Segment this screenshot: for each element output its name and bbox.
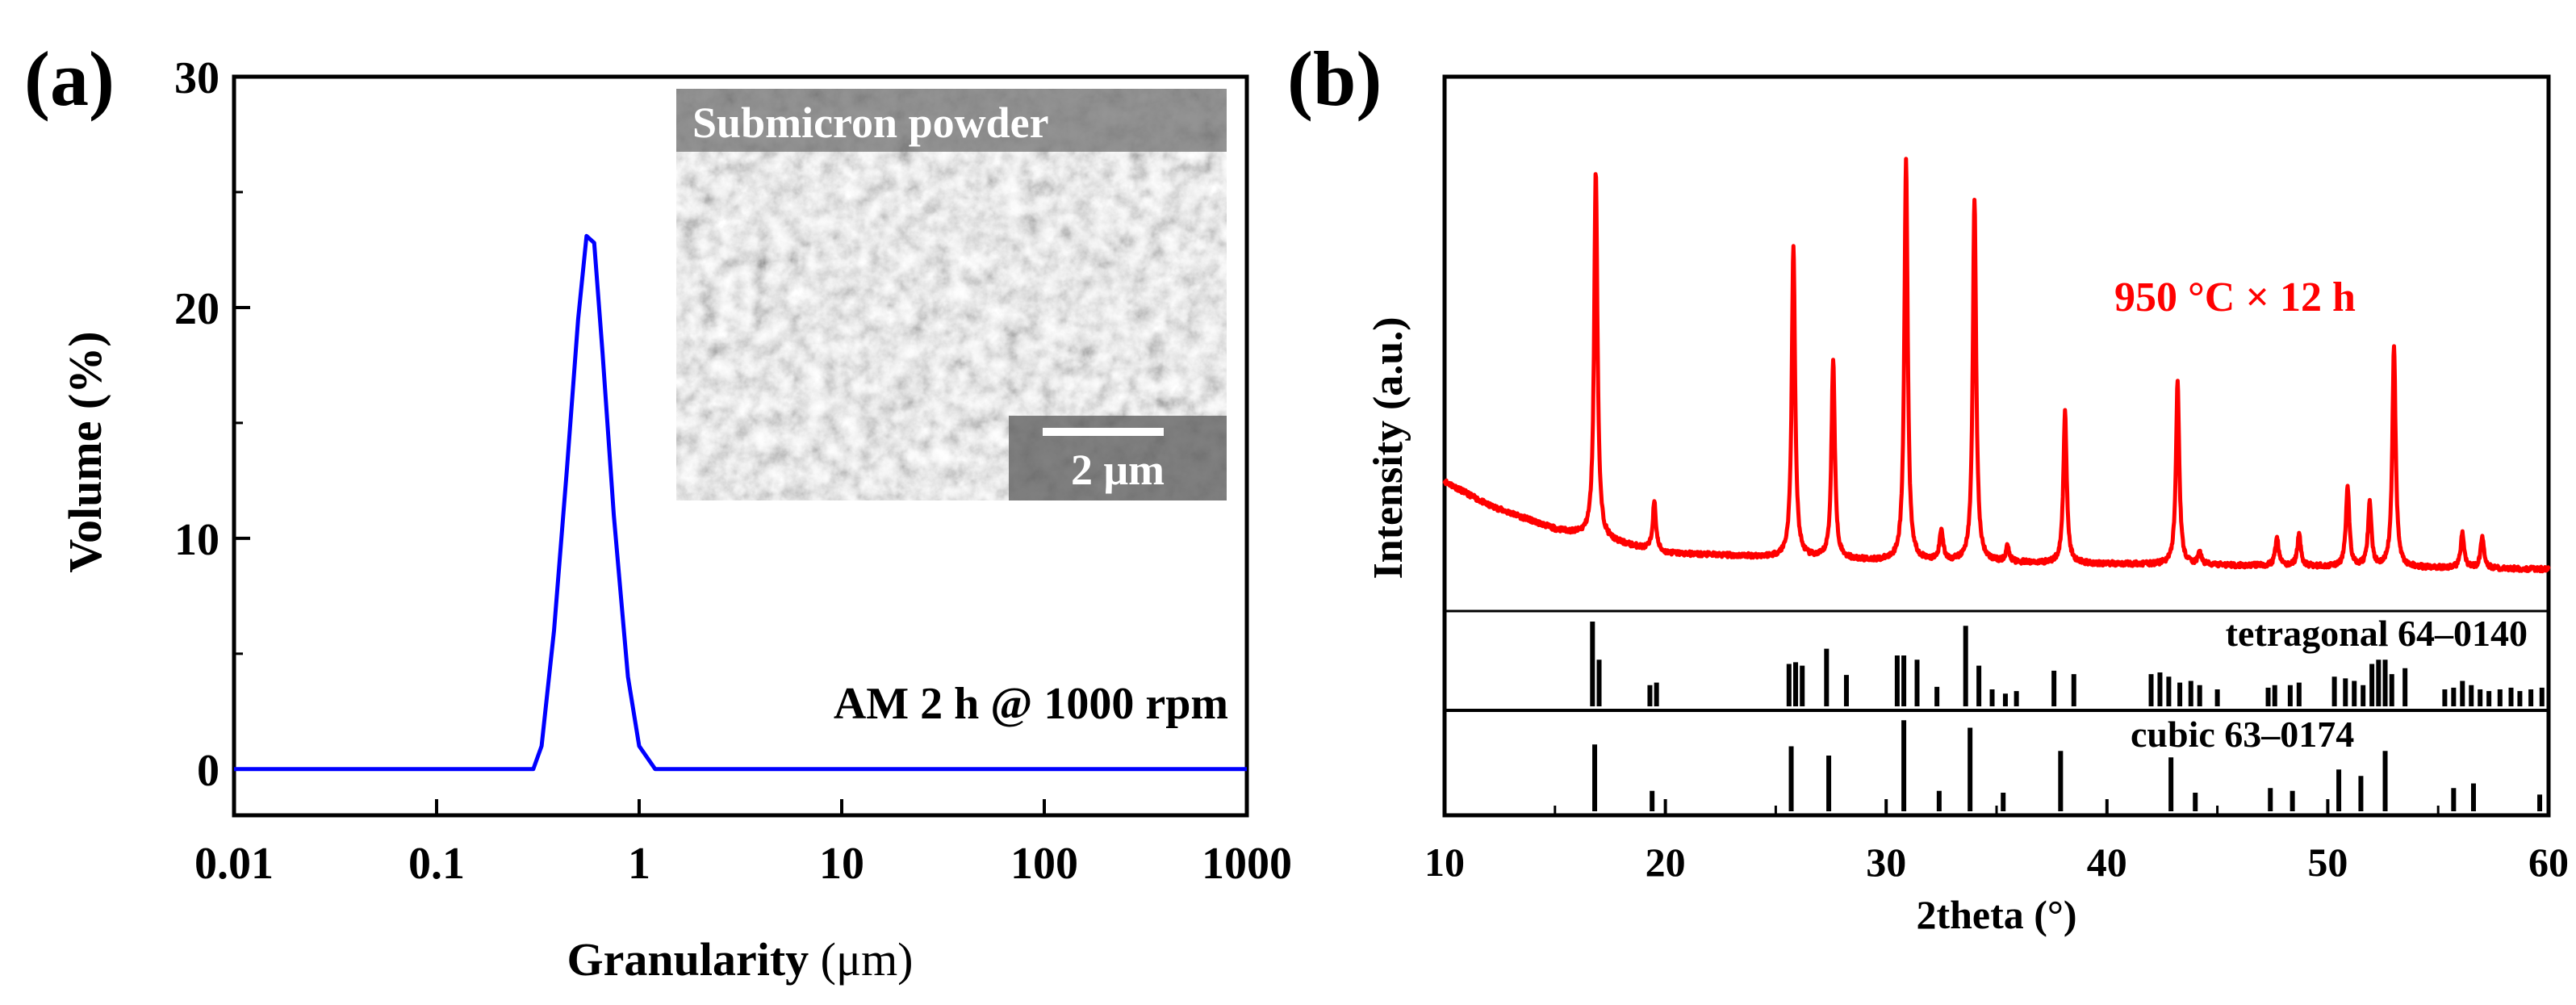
x-tick-label: 1 <box>628 839 650 889</box>
panel-a-axes-frame <box>232 74 1249 818</box>
y-tick-label: 0 <box>197 746 220 796</box>
panel-b-x-axis-label: 2theta (°) <box>1916 892 2076 937</box>
y-tick-label: 30 <box>174 53 220 103</box>
panel-b-label: (b) <box>1287 36 1382 122</box>
x-tick-label: 40 <box>2087 840 2127 885</box>
panel-a-y-axis-label: Volume (%) <box>59 331 111 572</box>
panel-a-label: (a) <box>24 36 115 122</box>
xrd-annotation: 950 °C × 12 h <box>2114 274 2356 320</box>
panel-b-y-axis-label: Intensity (a.u.) <box>1365 316 1411 579</box>
x-tick-label: 30 <box>1866 840 1906 885</box>
x-tick-label: 1000 <box>1202 839 1292 889</box>
sem-scale-bar <box>1043 428 1164 436</box>
x-tick-label: 0.01 <box>194 839 274 889</box>
x-tick-label: 100 <box>1010 839 1078 889</box>
panel-a: (a) 0 10 20 30 0.01 0.1 1 10 100 1000 Volume (%)… <box>24 36 1292 986</box>
panel-a-y-ticks: 0 10 20 30 <box>174 53 250 796</box>
x-tick-label: 0.1 <box>408 839 465 889</box>
x-tick-label: 10 <box>1424 840 1465 885</box>
x-tick-label: 10 <box>819 839 864 889</box>
sem-inset-title: Submicron powder <box>692 98 1049 147</box>
reference-pattern-tetragonal <box>1590 622 2545 706</box>
reference-label-cubic: cubic 63–0174 <box>2131 714 2354 755</box>
panel-b: (b) 10 20 30 40 50 60 Intensity (a.u.) 2theta… <box>1287 36 2569 937</box>
panel-a-x-axis-unit: (μm) <box>821 933 914 986</box>
y-tick-label: 10 <box>174 515 220 565</box>
xrd-curve <box>1442 157 2551 574</box>
reference-label-tetragonal: tetragonal 64–0140 <box>2226 613 2528 654</box>
psd-curve <box>234 233 1247 772</box>
psd-data-points <box>233 236 1248 769</box>
y-tick-label: 20 <box>174 284 220 334</box>
x-tick-label: 50 <box>2307 840 2348 885</box>
panel-a-x-axis-label-text: Granularity <box>567 933 809 986</box>
panel-b-x-ticks: 10 20 30 40 50 60 <box>1424 799 2569 885</box>
psd-annotation: AM 2 h @ 1000 rpm <box>834 679 1228 729</box>
sem-scale-label: 2 μm <box>1071 446 1165 494</box>
panel-a-x-axis-label: Granularity (μm) <box>567 933 913 986</box>
x-tick-label: 20 <box>1646 840 1686 885</box>
sem-inset: Submicron powder 2 μm <box>676 89 1227 500</box>
panel-a-x-ticks: 0.01 0.1 1 10 100 1000 <box>194 799 1292 889</box>
x-tick-label: 60 <box>2528 840 2569 885</box>
sem-title-backdrop <box>676 89 1227 152</box>
xrd-peak-markers <box>1595 161 2483 554</box>
reference-pattern-cubic <box>1592 720 2543 811</box>
